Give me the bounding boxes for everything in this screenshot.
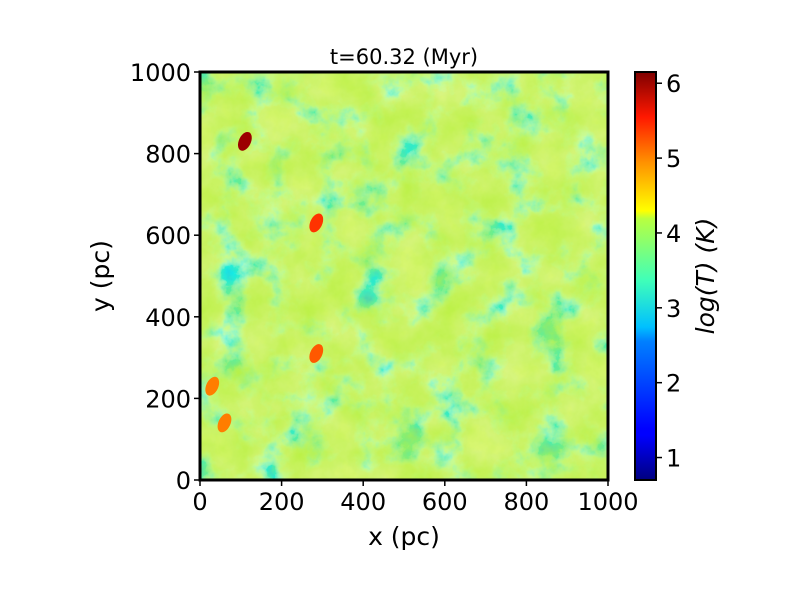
y-axis: 0 200 400 600 800 1000 [130, 59, 200, 495]
y-tick-label: 800 [145, 141, 191, 169]
y-tick-label: 1000 [130, 59, 191, 87]
x-tick-label: 0 [192, 488, 207, 516]
x-axis-label: x (pc) [368, 522, 440, 551]
colorbar-frame [634, 71, 657, 481]
colorbar: 1 2 3 4 5 6 [634, 70, 681, 481]
y-axis-label: y (pc) [86, 240, 115, 312]
colorbar-tick-label: 3 [666, 295, 681, 323]
hot-spot [309, 344, 324, 363]
x-tick-label: 1000 [577, 488, 638, 516]
x-axis: 0 200 400 600 800 1000 [192, 480, 639, 516]
colorbar-tick-label: 6 [666, 70, 681, 98]
y-tick-label: 400 [145, 304, 191, 332]
y-tick-label: 200 [145, 385, 191, 413]
plot-frame [198, 70, 610, 482]
y-tick-label: 600 [145, 222, 191, 250]
colorbar-gradient [635, 72, 656, 480]
colorbar-tick-label: 2 [666, 370, 681, 398]
chart-title: t=60.32 (Myr) [330, 45, 478, 69]
x-tick-label: 600 [422, 488, 468, 516]
x-tick-label: 200 [259, 488, 305, 516]
temperature-field [200, 72, 608, 480]
x-tick-label: 400 [340, 488, 386, 516]
colorbar-tick-label: 4 [666, 220, 681, 248]
y-tick-label: 0 [176, 467, 191, 495]
colorbar-tick-label: 1 [666, 445, 681, 473]
hot-spot [309, 213, 324, 233]
plot-area [198, 70, 610, 482]
x-tick-label: 800 [503, 488, 549, 516]
hot-spot [217, 413, 232, 433]
colorbar-label: log(T) (K) [691, 218, 720, 335]
hot-spot [205, 376, 220, 396]
hot-spot [237, 131, 252, 151]
colorbar-tick-label: 5 [666, 145, 681, 173]
